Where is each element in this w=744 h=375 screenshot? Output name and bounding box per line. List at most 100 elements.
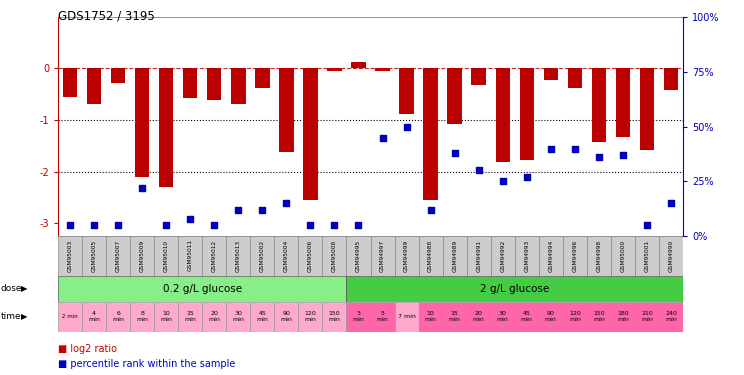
Text: GSM95013: GSM95013 — [236, 239, 241, 272]
Bar — [58, 302, 82, 332]
Bar — [419, 236, 443, 276]
Bar — [635, 302, 659, 332]
Text: 7 min: 7 min — [397, 314, 415, 320]
Bar — [351, 62, 366, 69]
Bar — [568, 69, 582, 88]
Text: 3
min: 3 min — [353, 312, 365, 322]
Text: 2 g/L glucose: 2 g/L glucose — [480, 284, 549, 294]
Bar — [472, 69, 486, 85]
Point — [521, 174, 533, 180]
Text: GSM94993: GSM94993 — [525, 239, 529, 272]
Text: GSM94997: GSM94997 — [380, 239, 385, 272]
Text: GSM94999: GSM94999 — [404, 239, 409, 272]
Bar — [275, 302, 298, 332]
Point — [329, 222, 341, 228]
Point — [112, 222, 124, 228]
Text: 180
min: 180 min — [617, 312, 629, 322]
Bar — [202, 302, 226, 332]
Bar — [443, 236, 466, 276]
Text: GSM95003: GSM95003 — [68, 239, 73, 272]
Bar — [664, 69, 679, 90]
Text: GSM94988: GSM94988 — [428, 239, 433, 272]
Bar — [82, 302, 106, 332]
Bar — [62, 69, 77, 97]
Text: GSM95002: GSM95002 — [260, 239, 265, 272]
Bar — [611, 236, 635, 276]
Text: 45
min: 45 min — [521, 312, 533, 322]
Bar — [255, 69, 269, 88]
Text: 90
min: 90 min — [545, 312, 557, 322]
Text: time: time — [1, 312, 22, 321]
Text: GSM95011: GSM95011 — [187, 239, 193, 272]
Bar — [159, 69, 173, 187]
Bar — [106, 302, 130, 332]
Text: 120
min: 120 min — [304, 312, 316, 322]
Text: 10
min: 10 min — [425, 312, 437, 322]
Text: 2 min: 2 min — [62, 314, 78, 320]
Bar — [562, 236, 587, 276]
Bar — [226, 236, 250, 276]
Bar — [179, 236, 202, 276]
Bar — [611, 302, 635, 332]
Text: 90
min: 90 min — [280, 312, 292, 322]
Text: GDS1752 / 3195: GDS1752 / 3195 — [58, 9, 155, 22]
Text: 150
min: 150 min — [593, 312, 605, 322]
Bar — [447, 69, 462, 124]
Bar — [515, 302, 539, 332]
Bar — [58, 276, 347, 302]
Text: 5
min: 5 min — [376, 312, 388, 322]
Text: ▶: ▶ — [21, 312, 28, 321]
Bar — [154, 302, 179, 332]
Bar — [375, 69, 390, 70]
Text: 20
min: 20 min — [472, 312, 484, 322]
Point — [593, 154, 605, 160]
Bar — [322, 302, 347, 332]
Text: GSM95007: GSM95007 — [115, 239, 121, 272]
Point — [472, 167, 484, 173]
Bar — [371, 236, 394, 276]
Bar — [58, 236, 82, 276]
Point — [208, 222, 220, 228]
Text: GSM95008: GSM95008 — [332, 239, 337, 272]
Text: GSM95006: GSM95006 — [308, 239, 313, 272]
Bar — [587, 302, 611, 332]
Text: 0.2 g/L glucose: 0.2 g/L glucose — [163, 284, 242, 294]
Bar — [443, 302, 466, 332]
Point — [449, 150, 461, 156]
Text: 15
min: 15 min — [449, 312, 461, 322]
Point — [641, 222, 653, 228]
Bar — [179, 302, 202, 332]
Bar — [135, 69, 150, 177]
Text: 30
min: 30 min — [232, 312, 244, 322]
Bar — [250, 236, 275, 276]
Bar — [544, 69, 558, 80]
Bar — [539, 236, 562, 276]
Point — [425, 207, 437, 213]
Bar — [466, 302, 491, 332]
Bar — [106, 236, 130, 276]
Bar — [394, 302, 419, 332]
Text: 20
min: 20 min — [208, 312, 220, 322]
Text: GSM95005: GSM95005 — [92, 239, 97, 272]
Text: GSM95009: GSM95009 — [140, 239, 144, 272]
Bar — [659, 236, 683, 276]
Text: GSM95001: GSM95001 — [644, 239, 650, 272]
Text: GSM95010: GSM95010 — [164, 239, 169, 272]
Bar — [250, 302, 275, 332]
Bar — [519, 69, 534, 160]
Bar — [394, 236, 419, 276]
Text: ■ percentile rank within the sample: ■ percentile rank within the sample — [58, 359, 235, 369]
Point — [136, 185, 148, 191]
Bar — [183, 69, 197, 98]
Bar — [130, 302, 154, 332]
Bar — [304, 69, 318, 200]
Bar — [491, 302, 515, 332]
Bar — [154, 236, 179, 276]
Text: 4
min: 4 min — [88, 312, 100, 322]
Bar — [111, 69, 125, 83]
Bar — [419, 302, 443, 332]
Text: 150
min: 150 min — [329, 312, 341, 322]
Point — [304, 222, 316, 228]
Bar — [659, 302, 683, 332]
Point — [160, 222, 172, 228]
